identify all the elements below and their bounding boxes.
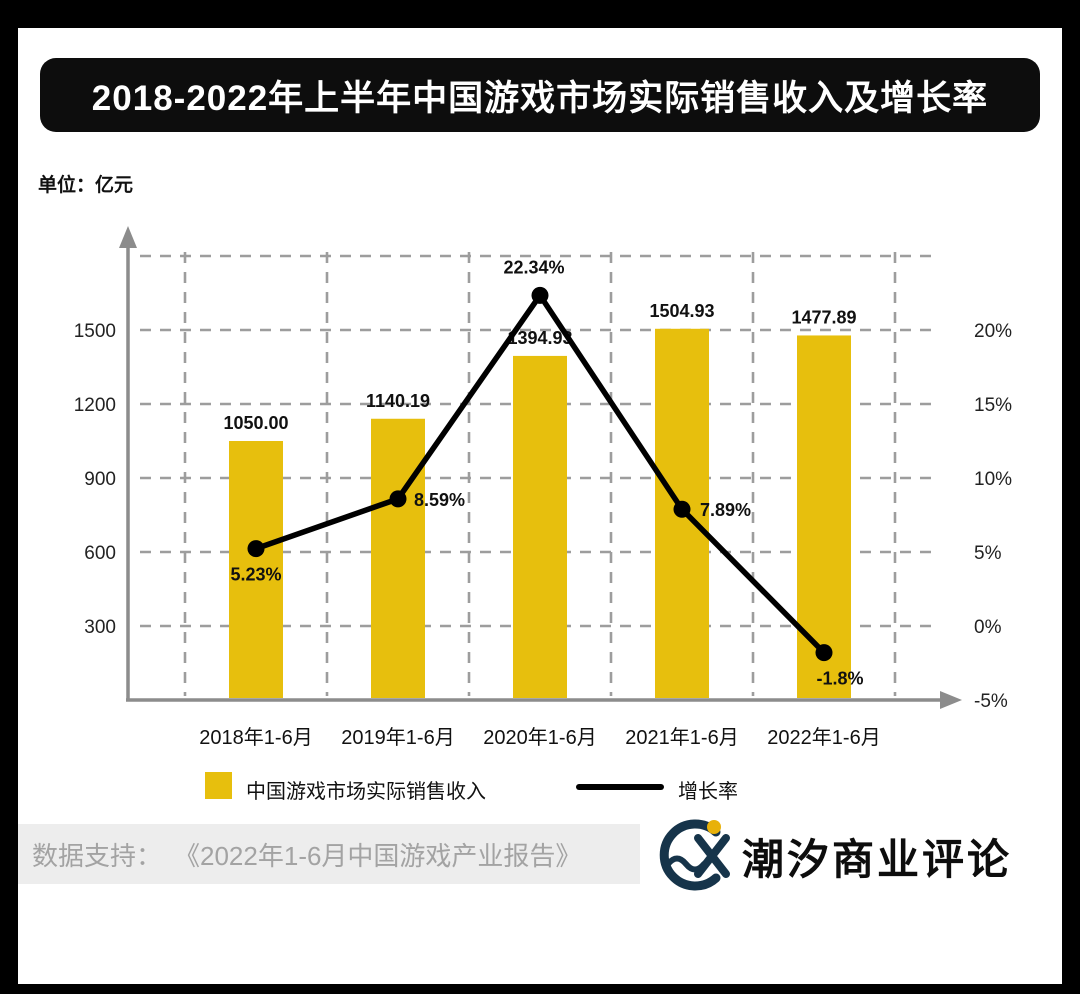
source-title: 《2022年1-6月中国游戏产业报告》 xyxy=(174,840,582,871)
y-tick-label: 900 xyxy=(84,469,116,490)
line-point xyxy=(673,500,691,518)
growth-value-label: 5.23% xyxy=(230,565,281,585)
x-category-label: 2022年1-6月 xyxy=(767,726,880,749)
line-point xyxy=(531,286,549,304)
x-category-label: 2019年1-6月 xyxy=(341,726,454,749)
unit-label: 单位：亿元 xyxy=(38,175,134,196)
line-point xyxy=(815,644,833,662)
rate-tick-label: 15% xyxy=(974,395,1012,416)
growth-value-label: -1.8% xyxy=(816,669,863,689)
growth-value-label: 22.34% xyxy=(503,257,564,277)
brand-wave-logo-icon xyxy=(659,819,730,891)
y-tick-label: 1200 xyxy=(74,395,116,416)
legend-bar-swatch xyxy=(205,772,232,799)
legend-line-swatch xyxy=(576,784,664,790)
bar xyxy=(513,355,567,698)
y-tick-label: 1500 xyxy=(74,321,116,342)
y-tick-label: 300 xyxy=(84,617,116,638)
bar-value-label: 1140.19 xyxy=(366,391,430,411)
rate-tick-label: 20% xyxy=(974,321,1012,342)
x-category-label: 2021年1-6月 xyxy=(625,726,738,749)
legend-line-label: 增长率 xyxy=(678,781,738,803)
y-axis-arrow-icon xyxy=(119,226,137,248)
bar-value-label: 1394.93 xyxy=(507,328,572,348)
title-banner: 2018-2022年上半年中国游戏市场实际销售收入及增长率 xyxy=(40,58,1040,132)
x-category-label: 2020年1-6月 xyxy=(483,726,596,749)
growth-value-label: 7.89% xyxy=(700,500,751,520)
growth-value-label: 8.59% xyxy=(414,490,465,510)
y-tick-label: 600 xyxy=(84,543,116,564)
line-point xyxy=(247,540,265,558)
rate-tick-label: 5% xyxy=(974,543,1002,564)
bar-value-label: 1504.93 xyxy=(649,301,714,321)
bar-value-label: 1477.89 xyxy=(791,307,856,327)
bar xyxy=(371,418,425,698)
rate-tick-label: -5% xyxy=(974,691,1008,712)
brand-block: 潮汐商业评论 xyxy=(642,812,1012,900)
legend-bar-label: 中国游戏市场实际销售收入 xyxy=(246,781,486,803)
rate-tick-label: 0% xyxy=(974,617,1002,638)
data-source-band: 数据支持： 《2022年1-6月中国游戏产业报告》 xyxy=(18,824,640,884)
logo-accent-dot xyxy=(707,820,721,834)
x-axis-arrow-icon xyxy=(940,691,962,709)
rate-tick-label: 10% xyxy=(974,469,1012,490)
bar-value-label: 1050.00 xyxy=(223,413,288,433)
page-title: 2018-2022年上半年中国游戏市场实际销售收入及增长率 xyxy=(91,78,989,118)
brand-name: 潮汐商业评论 xyxy=(742,835,1013,883)
source-prefix: 数据支持： xyxy=(32,840,163,871)
bar xyxy=(797,335,851,698)
bar xyxy=(229,441,283,698)
line-point xyxy=(389,490,407,508)
x-category-label: 2018年1-6月 xyxy=(199,726,312,749)
